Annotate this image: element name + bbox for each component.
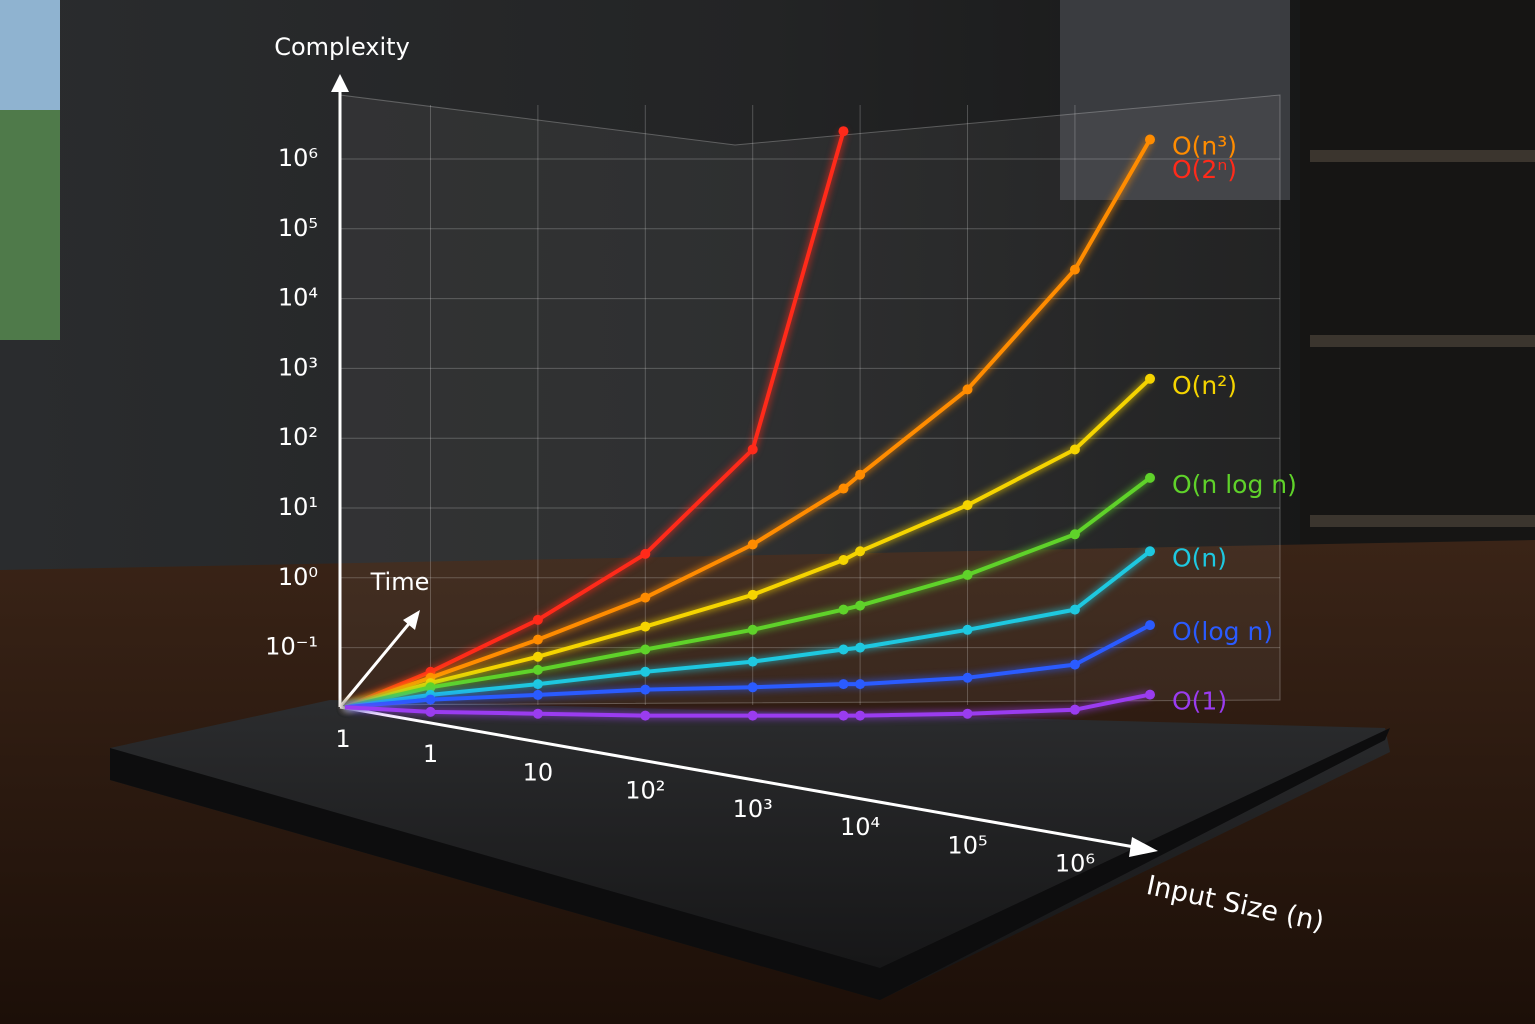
y-axis-arrow <box>331 74 349 92</box>
data-point <box>747 444 758 455</box>
series-label: O(1) <box>1172 687 1227 716</box>
data-point <box>747 682 758 693</box>
y-tick-label: 10⁻¹ <box>265 633 318 661</box>
series-line <box>344 476 1152 710</box>
x-tick-label: 1 <box>423 740 438 768</box>
z-axis <box>338 619 414 708</box>
data-point <box>640 666 651 677</box>
data-point <box>425 694 436 705</box>
y-tick-label: 10⁴ <box>278 284 318 312</box>
data-point <box>855 600 866 611</box>
x-axis <box>339 705 1141 850</box>
z-axis-arrow <box>403 610 420 630</box>
data-point <box>1145 620 1155 631</box>
data-point <box>425 706 436 717</box>
data-point <box>1069 659 1080 670</box>
series-line <box>344 623 1151 710</box>
data-point <box>838 710 849 721</box>
data-point <box>962 384 973 395</box>
series-label: O(n²) <box>1172 371 1237 400</box>
data-point <box>962 500 973 511</box>
y-tick-label: 10⁰ <box>278 563 318 591</box>
series-line <box>344 130 846 710</box>
data-point <box>1145 134 1155 145</box>
y-tick-label: 10⁵ <box>278 214 318 242</box>
data-point <box>532 664 543 675</box>
data-point <box>1145 373 1155 384</box>
x-tick-label: 10⁵ <box>947 831 987 859</box>
series-line <box>344 138 1152 710</box>
data-point <box>1069 264 1080 275</box>
data-point <box>855 546 866 557</box>
data-point <box>1069 704 1080 715</box>
y-tick-label: 10¹ <box>278 493 318 521</box>
data-point <box>962 624 973 635</box>
data-point <box>962 569 973 580</box>
x-tick-label: 10⁴ <box>840 813 880 841</box>
series-label: O(n³) <box>1172 132 1237 161</box>
data-point <box>962 672 973 683</box>
x-tick-label: 10² <box>625 777 665 805</box>
data-point <box>1069 529 1080 540</box>
data-point <box>640 644 651 655</box>
x-tick-label: 10³ <box>733 795 773 823</box>
data-point <box>747 656 758 667</box>
data-point <box>838 126 849 137</box>
origin-label: 1 <box>335 725 350 753</box>
series-line <box>344 692 1151 718</box>
data-point <box>855 469 866 480</box>
y-tick-label: 10³ <box>278 353 318 381</box>
data-point <box>838 554 849 565</box>
data-point <box>1145 689 1155 700</box>
series-label: O(n) <box>1172 543 1227 572</box>
series-label: O(n log n) <box>1172 470 1297 499</box>
series-line <box>344 549 1152 710</box>
plot: O(2ⁿ)O(n³) O(n²) O(n log n) O(n) O(log n) O(1… <box>344 126 1297 721</box>
data-point <box>532 634 543 645</box>
data-point <box>532 689 543 700</box>
data-point <box>1145 472 1155 483</box>
data-point <box>425 682 436 693</box>
series-label: O(log n) <box>1172 617 1273 646</box>
data-point <box>838 679 849 690</box>
y-tick-label: 10⁶ <box>278 144 318 172</box>
series-label: O(2ⁿ) <box>1172 155 1237 184</box>
data-point <box>838 604 849 615</box>
data-point <box>532 651 543 662</box>
data-point <box>747 589 758 600</box>
data-point <box>747 624 758 635</box>
x-tick-label: 10 <box>523 758 554 786</box>
data-point <box>1145 546 1155 557</box>
data-point <box>640 621 651 632</box>
data-point <box>747 710 758 721</box>
z-axis-label: Time <box>370 568 430 596</box>
data-point <box>838 483 849 494</box>
data-point <box>747 539 758 550</box>
data-point <box>855 642 866 653</box>
data-point <box>640 548 651 559</box>
data-point <box>855 679 866 690</box>
data-point <box>838 644 849 655</box>
data-point <box>962 708 973 719</box>
data-point <box>855 710 866 721</box>
data-point <box>640 710 651 721</box>
y-axis-label: Complexity <box>274 33 410 61</box>
data-point <box>640 592 651 603</box>
x-tick-label: 10⁶ <box>1055 850 1095 878</box>
data-point <box>532 614 543 625</box>
data-point <box>532 679 543 690</box>
grid <box>340 105 1280 705</box>
data-point <box>1069 444 1080 455</box>
series-line <box>344 377 1152 710</box>
data-point <box>1069 604 1080 615</box>
y-tick-label: 10² <box>278 423 318 451</box>
data-point <box>640 684 651 695</box>
data-point <box>532 708 543 719</box>
x-axis-arrow <box>1129 837 1158 857</box>
